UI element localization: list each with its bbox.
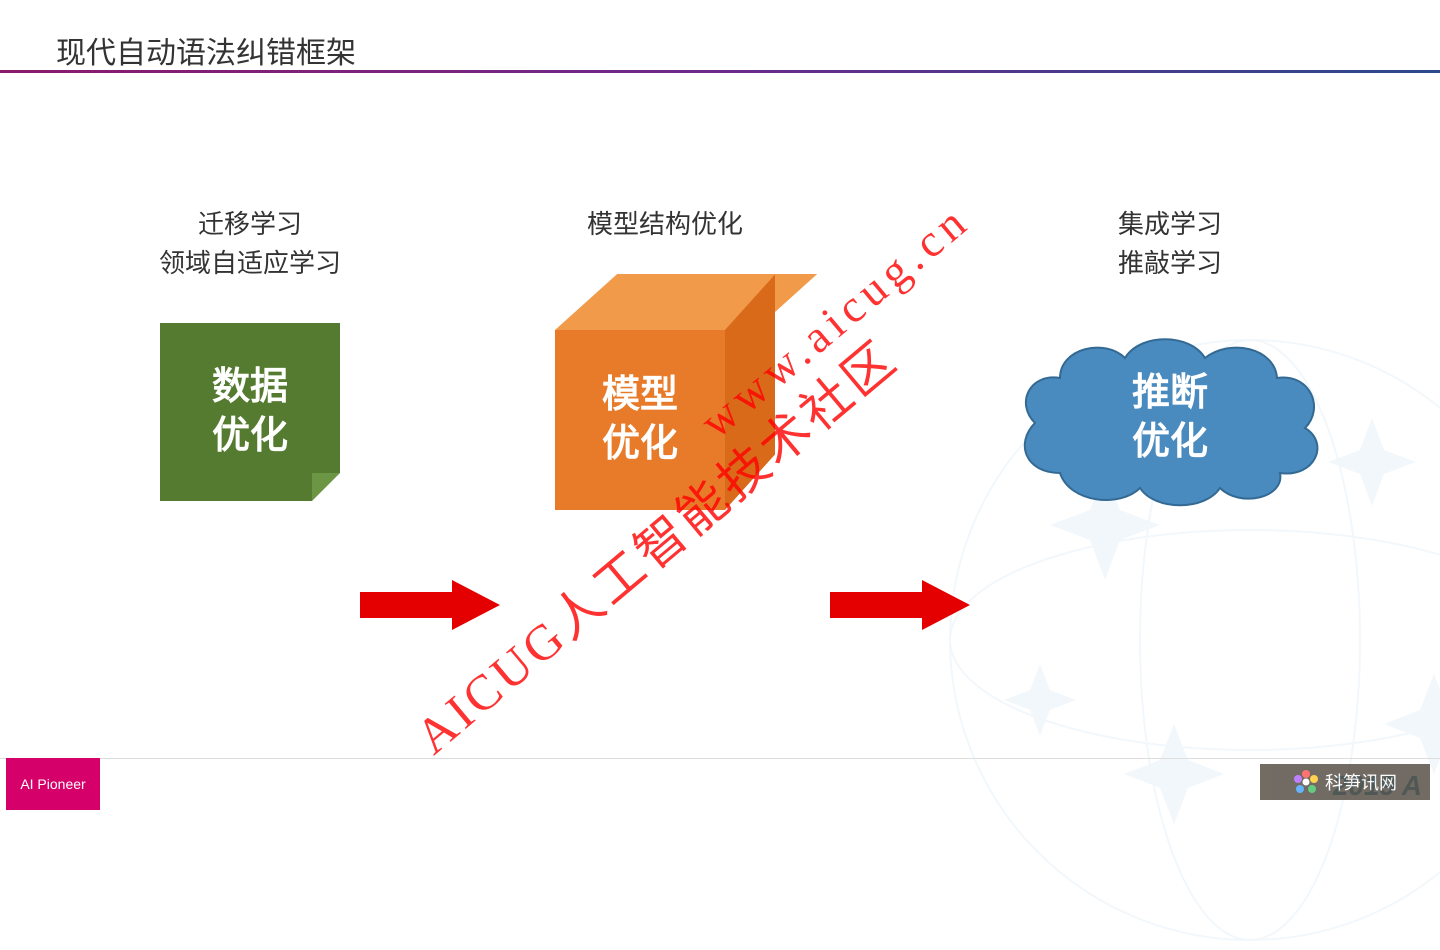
footer: AI Pioneer 2019 A 科笋讯网 [0, 758, 1440, 810]
title-underline [0, 70, 1440, 73]
flower-icon [1293, 769, 1319, 795]
block-text: 数据优化 [212, 363, 288, 462]
column-inference-optimization: 集成学习推敲学习 推断优化 [990, 205, 1350, 513]
column-data-optimization: 迁移学习领域自适应学习 数据优化 [110, 205, 390, 501]
arrow-2 [830, 580, 970, 630]
column-label: 集成学习推敲学习 [990, 205, 1350, 283]
note-shape: 数据优化 [160, 323, 340, 501]
diagram-content: 迁移学习领域自适应学习 数据优化 模型结构优化 模型优化 集成学习 [0, 180, 1440, 660]
arrow-1 [360, 580, 500, 630]
block-text: 推断优化 [1005, 323, 1335, 513]
column-model-optimization: 模型结构优化 模型优化 [525, 205, 805, 514]
column-label: 模型结构优化 [525, 205, 805, 244]
page-title: 现代自动语法纠错框架 [56, 28, 356, 72]
cloud-shape: 推断优化 [1005, 323, 1335, 513]
cube-shape: 模型优化 [555, 274, 775, 514]
column-label: 迁移学习领域自适应学习 [110, 205, 390, 283]
footer-site-badge: 科笋讯网 [1260, 764, 1430, 800]
block-text: 模型优化 [602, 371, 678, 470]
footer-left-badge: AI Pioneer [6, 758, 100, 810]
